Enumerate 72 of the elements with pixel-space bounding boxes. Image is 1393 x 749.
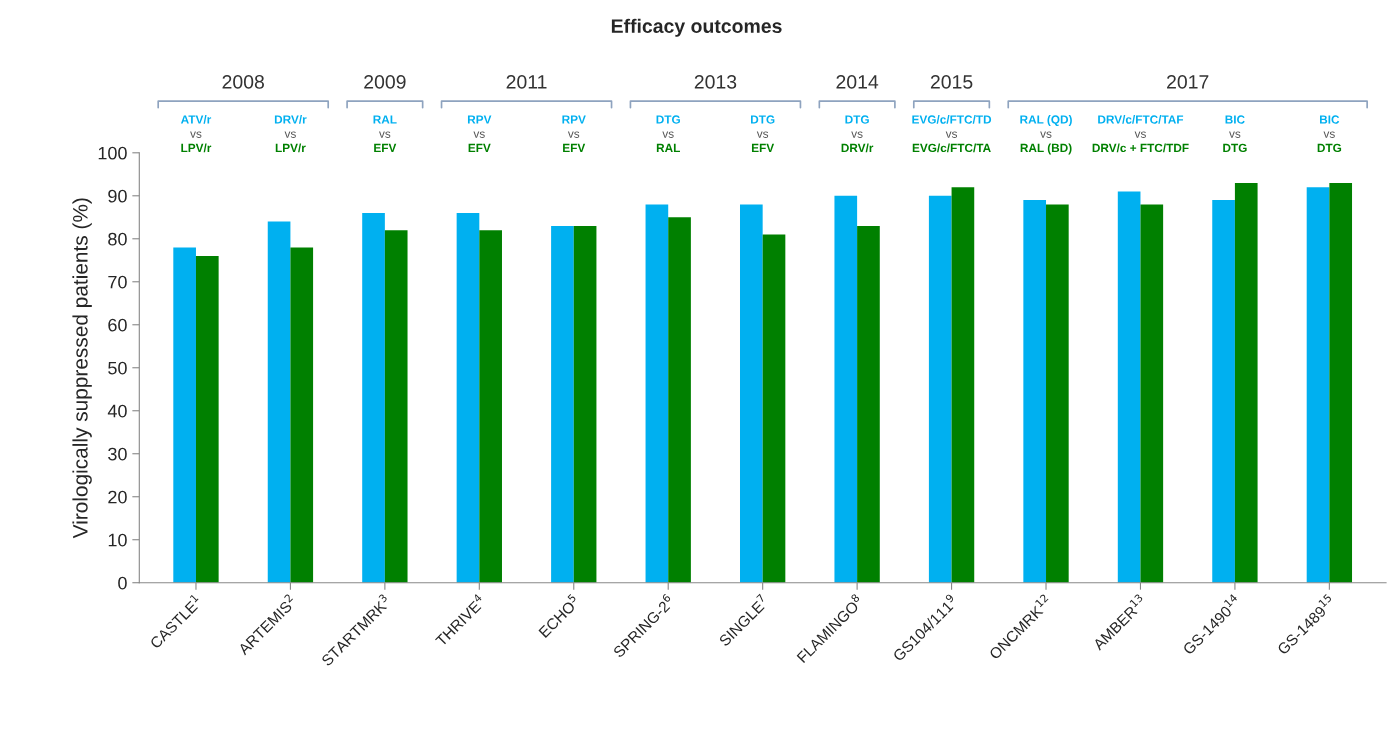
y-tick-label: 40 — [107, 404, 127, 418]
text: DRV/r vs LPV/r — [274, 115, 307, 153]
bar — [762, 234, 786, 583]
x-tick-label: CASTLE$^{1}$ — [147, 593, 203, 650]
x-tick-label: STARTMRK$^{3}$ — [318, 593, 392, 667]
bar — [1117, 191, 1141, 583]
bar — [857, 225, 880, 583]
bar — [1023, 200, 1047, 583]
bar — [1140, 204, 1164, 583]
x-tick-label: ECHO$^{5}$ — [536, 593, 581, 639]
bar — [267, 221, 291, 583]
y-tick-label: 80 — [108, 232, 127, 246]
x-tick-label: ARTEMIS$^{2}$ — [235, 593, 298, 656]
bar — [573, 225, 597, 583]
text: DTG vs DRV/r — [841, 115, 874, 153]
text: RAL vs EFV — [373, 115, 397, 152]
bar — [1234, 182, 1258, 583]
x-tick-label: GS104/111$^{9}$ — [890, 593, 959, 662]
y-axis-title: Virologically suppressed patients (%) — [72, 198, 92, 539]
text: 2011 — [506, 74, 547, 89]
bar — [1046, 204, 1069, 583]
x-tick-label: ONCMRK$^{12}$ — [986, 593, 1053, 660]
text: 2017 — [1167, 74, 1209, 89]
bar — [668, 217, 691, 583]
bar — [1306, 187, 1330, 583]
text: RPV vs EFV — [562, 115, 586, 152]
x-tick-label: GS-1490$^{14}$ — [1180, 593, 1242, 656]
y-tick-label: 10 — [108, 533, 127, 547]
text: BIC vs DTG — [1317, 115, 1342, 153]
x-tick-label: SPRING-2$^{6}$ — [610, 593, 676, 659]
bar — [834, 195, 858, 583]
x-tick-label: AMBER$^{13}$ — [1089, 593, 1148, 651]
bar — [928, 195, 952, 583]
bar — [195, 255, 219, 583]
y-tick-label: 100 — [98, 146, 127, 160]
y-tick-label: 30 — [108, 447, 127, 461]
bar — [290, 247, 314, 583]
text: 2014 — [836, 74, 879, 89]
text: 2008 — [222, 74, 264, 89]
y-tick-label: 60 — [108, 318, 127, 332]
y-tick-label: 50 — [108, 361, 127, 375]
text: 2009 — [364, 74, 406, 89]
chart-title: Efficacy outcomes — [611, 18, 782, 37]
x-tick-label: FLAMINGO$^{8}$ — [794, 593, 865, 664]
annotation: RAL (QD) vs RAL (BD) — [1020, 115, 1072, 155]
text: ATV/r vs LPV/r — [180, 115, 212, 153]
bar — [384, 230, 408, 583]
text: DTG vs EFV — [751, 115, 775, 152]
x-tick-label: GS-1489$^{15}$ — [1274, 593, 1337, 656]
text: DRV/c/FTC/TAF vs DRV/c + FTC/TDF — [1092, 115, 1189, 153]
y-tick-label: 20 — [108, 490, 127, 504]
bar — [362, 212, 385, 583]
text: EVG/c/FTC/TD vs EVG/c/FTC/TA — [912, 115, 992, 153]
bar — [645, 204, 669, 583]
bar — [951, 187, 975, 583]
bar — [173, 247, 196, 583]
bar — [1329, 182, 1353, 583]
text: RPV vs EFV — [467, 115, 492, 152]
bar — [740, 204, 763, 583]
bar — [479, 230, 502, 583]
bar — [456, 212, 480, 583]
text: BIC vs DTG — [1223, 115, 1247, 153]
text: 2015 — [930, 74, 973, 89]
bar — [1212, 200, 1235, 583]
x-tick-label: SINGLE$^{7}$ — [716, 593, 770, 647]
y-tick-label: 0 — [118, 576, 127, 590]
text: DTG vs RAL — [656, 115, 680, 152]
y-tick-label: 70 — [108, 275, 127, 289]
y-tick-label: 90 — [108, 189, 127, 203]
text: 2013 — [694, 74, 737, 89]
bar — [551, 225, 574, 583]
x-tick-label: THRIVE$^{4}$ — [432, 593, 487, 647]
